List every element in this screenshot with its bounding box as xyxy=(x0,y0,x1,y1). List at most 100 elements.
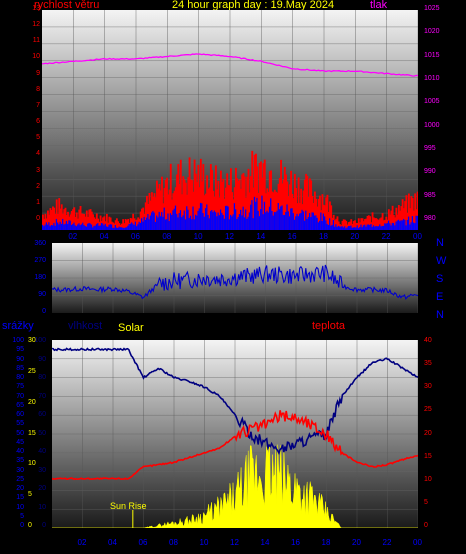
sunrise-label: Sun Rise xyxy=(110,501,147,511)
wind-avg-bar xyxy=(262,214,265,230)
temperature-line xyxy=(52,410,418,481)
wind-avg-bar xyxy=(347,225,350,230)
x-tick-label: 22 xyxy=(381,232,391,241)
wind-avg-bar xyxy=(246,218,249,230)
wind-gust-bar xyxy=(92,214,94,230)
wind-gust-bar xyxy=(275,191,277,230)
wind-gust-bar xyxy=(127,218,130,230)
wind-avg-bar xyxy=(142,221,145,230)
wind-y-tick: 4 xyxy=(36,150,40,158)
wind-gust-bar xyxy=(88,209,91,230)
wind-avg-bar xyxy=(410,222,413,230)
pressure-y-tick: 985 xyxy=(424,191,436,199)
wind-gust-bar xyxy=(337,221,340,230)
x-tick-label: 04 xyxy=(99,232,109,241)
wind-avg-bar xyxy=(281,205,284,230)
wind-avg-bar xyxy=(149,215,152,230)
wind-gust-bar xyxy=(293,174,296,230)
humidity-y-tick: 70 xyxy=(38,392,46,400)
wind-gust-bar xyxy=(382,220,385,230)
wind-avg-bar xyxy=(84,226,87,230)
wind-avg-bar xyxy=(187,209,190,230)
wind-gust-bar xyxy=(374,218,376,230)
wind-gust-bar xyxy=(278,177,281,230)
wind-avg-bar xyxy=(313,215,316,230)
wind-avg-bar xyxy=(134,221,137,230)
x-tick-label: 08 xyxy=(162,232,172,241)
wind-avg-bar xyxy=(349,225,351,230)
wind-avg-bar xyxy=(173,208,176,230)
wind-gust-bar xyxy=(202,164,205,230)
wind-gust-bar xyxy=(389,214,392,230)
wind-avg-bar xyxy=(356,225,359,230)
wind-avg-bar xyxy=(275,212,277,230)
wind-gust-bar xyxy=(107,222,110,230)
wind-gust-bar xyxy=(166,177,168,230)
wind-gust-bar xyxy=(188,157,191,230)
wind-avg-bar xyxy=(276,210,279,230)
wind-avg-bar xyxy=(325,220,328,230)
wind-gust-bar xyxy=(82,213,84,230)
wind-gust-bar xyxy=(361,218,364,230)
wind-gust-bar xyxy=(77,218,79,230)
rain-y-tick: 35 xyxy=(16,457,24,465)
wind-gust-bar xyxy=(161,176,163,230)
wind-avg-bar xyxy=(357,228,360,230)
wind-gust-bar xyxy=(266,188,269,230)
wind-y-tick: 6 xyxy=(36,118,40,126)
wind-gust-bar xyxy=(345,220,348,230)
x-tick-label: 06 xyxy=(138,538,148,547)
wind-avg-bar xyxy=(69,220,72,230)
solar-y-tick: 30 xyxy=(28,337,36,344)
wind-avg-bar xyxy=(192,206,195,230)
wind-gust-bar xyxy=(334,220,336,230)
wind-avg-bar xyxy=(235,209,237,230)
wind-avg-bar xyxy=(318,220,321,230)
wind-gust-bar xyxy=(238,179,241,230)
wind-avg-bar xyxy=(374,226,376,230)
wind-gust-bar xyxy=(241,174,244,230)
wind-avg-bar xyxy=(406,219,409,230)
humidity-y-tick: 60 xyxy=(38,411,46,418)
wind-avg-bar xyxy=(382,225,385,230)
rain-y-tick: 45 xyxy=(16,438,24,446)
wind-gust-bar xyxy=(350,219,353,230)
wind-gust-bar xyxy=(307,196,310,230)
wind-gust-bar xyxy=(290,170,293,230)
compass-label: N xyxy=(436,309,444,321)
rain-y-tick: 95 xyxy=(16,346,24,354)
wind-avg-bar xyxy=(226,205,229,230)
wind-avg-bar xyxy=(58,224,61,230)
wind-avg-bar xyxy=(42,224,44,230)
compass-label: E xyxy=(436,291,444,303)
wind-avg-bar xyxy=(214,212,217,230)
wind-avg-bar xyxy=(53,222,56,230)
wind-avg-bar xyxy=(401,220,404,230)
wind-avg-bar xyxy=(392,223,395,230)
temperature-y-tick: 35 xyxy=(424,360,432,368)
wind-avg-bar xyxy=(252,218,255,230)
x-tick-label: 12 xyxy=(225,232,234,241)
wind-avg-bar xyxy=(118,226,121,230)
wind-avg-bar xyxy=(188,217,191,230)
wind-avg-bar xyxy=(293,219,296,230)
wind-avg-bar xyxy=(263,201,266,230)
wind-avg-bar xyxy=(303,220,306,230)
wind-gust-bar xyxy=(237,180,240,230)
wind-gust-bar xyxy=(223,198,226,230)
wind-avg-bar xyxy=(291,208,294,230)
wind-y-tick: 3 xyxy=(36,166,40,174)
wind-gust-bar xyxy=(308,178,311,230)
wind-avg-bar xyxy=(399,221,402,230)
x-tick-label: 18 xyxy=(321,538,331,547)
rain-y-tick: 55 xyxy=(16,420,24,428)
wind-avg-bar xyxy=(177,217,180,230)
wind-avg-bar xyxy=(127,225,130,230)
wind-avg-bar xyxy=(119,227,122,230)
wind-gust-bar xyxy=(83,213,86,230)
wind-gust-bar xyxy=(115,218,118,230)
wind-avg-bar xyxy=(212,212,215,230)
wind-avg-bar xyxy=(207,214,210,230)
wind-avg-bar xyxy=(193,219,196,230)
pressure-y-tick: 1015 xyxy=(424,51,440,59)
